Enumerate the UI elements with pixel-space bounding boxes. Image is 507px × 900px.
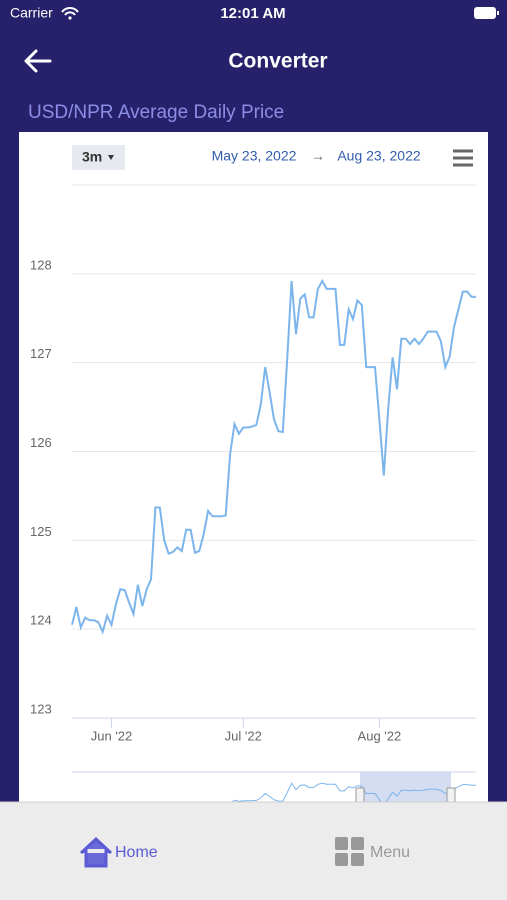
battery — [474, 7, 496, 19]
y-tick-label: 124 — [30, 613, 52, 628]
menu-icon[interactable] — [453, 149, 473, 167]
price-line — [71, 278, 476, 635]
range-label[interactable]: 3m — [82, 149, 102, 165]
x-tick-label: Jun '22 — [91, 728, 133, 743]
header-title: Converter — [228, 50, 327, 73]
back-button[interactable] — [24, 49, 52, 73]
carrier: Carrier — [10, 5, 53, 21]
chart-card — [19, 132, 488, 812]
x-tick-label: Jul '22 — [225, 728, 262, 743]
date-to[interactable]: Aug 23, 2022 — [337, 148, 421, 164]
home-tab[interactable]: Home — [115, 844, 158, 861]
navigator-handle — [355, 787, 365, 803]
battery-tip — [497, 11, 499, 15]
chart-title: USD/NPR Average Daily Price — [28, 102, 284, 123]
y-tick-label: 126 — [30, 435, 52, 450]
wifi-icon — [61, 7, 79, 16]
wifi-dot — [68, 16, 72, 20]
navigator-handle — [446, 787, 456, 803]
y-tick-label: 125 — [30, 524, 52, 539]
range-button[interactable] — [72, 145, 125, 170]
x-tick-label: Aug '22 — [358, 728, 402, 743]
date-separator: → — [311, 148, 325, 164]
clock: 12:01 AM — [220, 5, 285, 22]
home-icon[interactable] — [79, 836, 113, 868]
range-caret — [108, 155, 114, 160]
date-from[interactable]: May 23, 2022 — [212, 148, 297, 164]
tab-bar — [0, 802, 507, 900]
menu-tab[interactable]: Menu — [370, 844, 410, 861]
y-tick-label: 127 — [30, 346, 52, 361]
y-tick-label: 123 — [30, 701, 52, 716]
menu-tab-icon[interactable] — [335, 837, 364, 866]
y-tick-label: 128 — [30, 257, 52, 272]
navigator-selection — [360, 772, 451, 802]
